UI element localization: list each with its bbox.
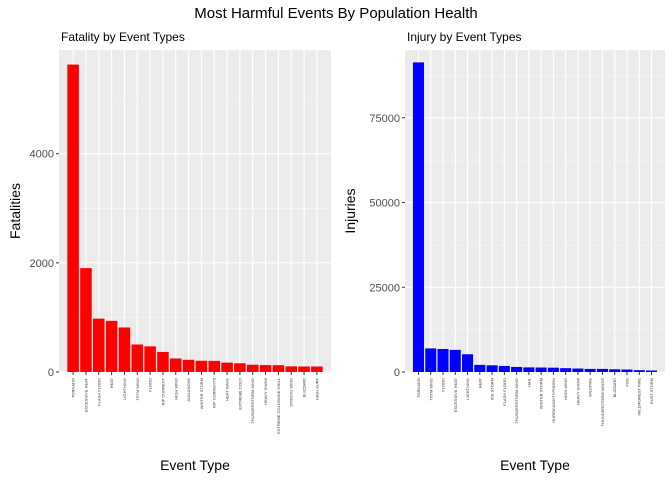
injury-bar-hail <box>523 367 535 372</box>
injury-bar-excessive-heat <box>449 349 461 372</box>
injury-bar-wild-forest-fire <box>633 370 645 372</box>
injury-x-tick-label: BLIZZARD <box>612 378 617 397</box>
injury-x-tick-label: THUNDERSTORM WINDS <box>600 378 605 427</box>
injury-x-tick-label: HURRICANE/TYPHOON <box>551 378 556 423</box>
injury-x-tick-label: HEAT <box>477 377 482 388</box>
injury-y-tick-label: 25000 <box>369 282 400 294</box>
injury-x-tick-label: THUNDERSTORM WIND <box>514 378 519 424</box>
injury-bar-ice-storm <box>486 365 498 372</box>
injury-x-tick-label: EXCESSIVE HEAT <box>453 377 458 412</box>
fatality-bar-blizzard <box>298 366 310 372</box>
fatality-panel-title: Fatality by Event Types <box>61 30 185 44</box>
fatality-panel-bg <box>59 50 331 372</box>
fatality-x-tick-label: EXTREME COLD <box>237 378 242 410</box>
injury-bar-high-wind <box>560 368 572 372</box>
fatality-bar-winter-storm <box>195 360 208 372</box>
injury-bar-fog <box>621 369 633 372</box>
fatality-x-tick-label: THUNDERSTORM WIND <box>250 378 255 424</box>
figure-title: Most Harmful Events By Population Health <box>194 5 477 22</box>
injury-x-tick-label: TORNADO <box>416 378 421 398</box>
fatality-y-tick-label: 2000 <box>30 258 54 270</box>
fatality-x-tick-label: WINTER STORM <box>199 378 204 409</box>
fatality-y-axis-title: Fatalities <box>7 183 23 239</box>
injury-x-tick-label: WINTER STORM <box>539 378 544 409</box>
fatality-x-tick-label: EXCESSIVE HEAT <box>83 377 88 412</box>
fatality-x-tick-label: TORNADO <box>71 378 76 398</box>
fatality-bar-rip-current <box>157 351 169 372</box>
fatality-x-tick-label: RIP CURRENTS <box>212 378 217 408</box>
injury-x-tick-label: FLASH FLOOD <box>502 378 507 406</box>
fatality-bar-flood <box>144 346 156 372</box>
fatality-x-tick-label: FLOOD <box>148 378 153 392</box>
fatality-x-tick-label: FLASH FLOOD <box>96 378 101 406</box>
injury-y-axis-title: Injuries <box>342 188 358 233</box>
fatality-bar-heavy-snow <box>259 365 272 372</box>
fatality-x-tick-label: HEAT <box>109 377 114 388</box>
fatality-y-tick-label: 0 <box>48 367 54 379</box>
injury-bar-flood <box>437 348 449 372</box>
injury-bar-thunderstorm-wind <box>511 366 523 372</box>
injury-bar-heavy-snow <box>572 368 584 372</box>
injury-x-tick-label: HAIL <box>526 377 531 387</box>
injury-x-tick-label: ICE STORM <box>490 378 495 400</box>
fatality-x-tick-label: HEAT WAVE <box>225 378 230 401</box>
fatality-bar-flash-flood <box>93 318 105 372</box>
injury-x-tick-label: DUST STORM <box>649 378 654 404</box>
fatality-x-tick-label: AVALANCHE <box>186 378 191 402</box>
injury-panel-title: Injury by Event Types <box>407 30 522 44</box>
injury-x-axis-title: Event Type <box>500 457 570 473</box>
injury-bar-lightning <box>462 354 474 372</box>
fatality-x-tick-label: EXTREME COLD/WIND CHILL <box>276 377 281 434</box>
fatality-bar-high-surf <box>311 366 323 372</box>
fatality-x-tick-label: HEAVY SNOW <box>263 378 268 405</box>
injury-x-tick-label: WILD/FOREST FIRE <box>637 378 642 416</box>
injury-bar-heat <box>474 364 486 372</box>
fatality-x-tick-label: HIGH WIND <box>173 378 178 400</box>
injury-x-tick-label: WILDFIRE <box>588 378 593 397</box>
injury-bar-blizzard <box>609 369 621 372</box>
injury-x-tick-label: FOG <box>624 378 629 387</box>
fatality-bar-excessive-heat <box>80 268 92 372</box>
fatality-bar-strong-wind <box>285 366 297 372</box>
injury-x-tick-label: TSTM WIND <box>428 378 433 401</box>
injury-x-tick-label: HIGH WIND <box>563 378 568 400</box>
fatality-x-tick-label: TSTM WIND <box>135 378 140 401</box>
fatality-x-tick-label: STRONG WIND <box>289 378 294 407</box>
injury-bar-tstm-wind <box>425 348 437 372</box>
fatality-bar-tornado <box>67 64 79 372</box>
injury-panel-bg <box>405 50 665 372</box>
injury-bar-dust-storm <box>645 370 658 372</box>
fatality-bar-extreme-cold <box>234 363 246 372</box>
fatality-x-tick-label: RIP CURRENT <box>160 377 165 405</box>
injury-bar-winter-storm <box>535 367 547 372</box>
fatality-bar-tstm-wind <box>131 344 144 372</box>
fatality-y-tick-label: 4000 <box>30 149 54 161</box>
injury-bar-wildfire <box>584 368 596 372</box>
fatality-bar-extreme-cold-wind-chill <box>272 365 285 372</box>
fatality-bar-heat-wave <box>221 362 233 372</box>
injury-x-tick-label: HEAVY SNOW <box>575 378 580 405</box>
fatality-bar-thunderstorm-wind <box>246 364 259 372</box>
injury-bar-tornado <box>412 62 425 373</box>
injury-bar-hurricane-typhoon <box>547 367 559 372</box>
fatality-bar-high-wind <box>169 358 182 372</box>
fatality-x-tick-label: HIGH SURF <box>314 377 319 400</box>
injury-x-tick-label: LIGHTNING <box>465 378 470 400</box>
injury-y-tick-label: 75000 <box>369 113 400 125</box>
fatality-bar-heat <box>105 320 118 372</box>
fatality-bar-rip-currents <box>208 360 221 372</box>
fatality-bar-avalanche <box>182 359 195 372</box>
injury-bar-flash-flood <box>498 365 510 372</box>
fatality-x-axis-title: Event Type <box>160 457 230 473</box>
fatality-x-tick-label: BLIZZARD <box>302 378 307 397</box>
injury-y-tick-label: 0 <box>394 367 400 379</box>
injury-x-tick-label: FLOOD <box>441 378 446 392</box>
injury-y-tick-label: 50000 <box>369 198 400 210</box>
fatality-bar-lightning <box>118 327 131 372</box>
injury-bar-thunderstorm-winds <box>596 368 608 372</box>
fatality-x-tick-label: LIGHTNING <box>122 378 127 400</box>
